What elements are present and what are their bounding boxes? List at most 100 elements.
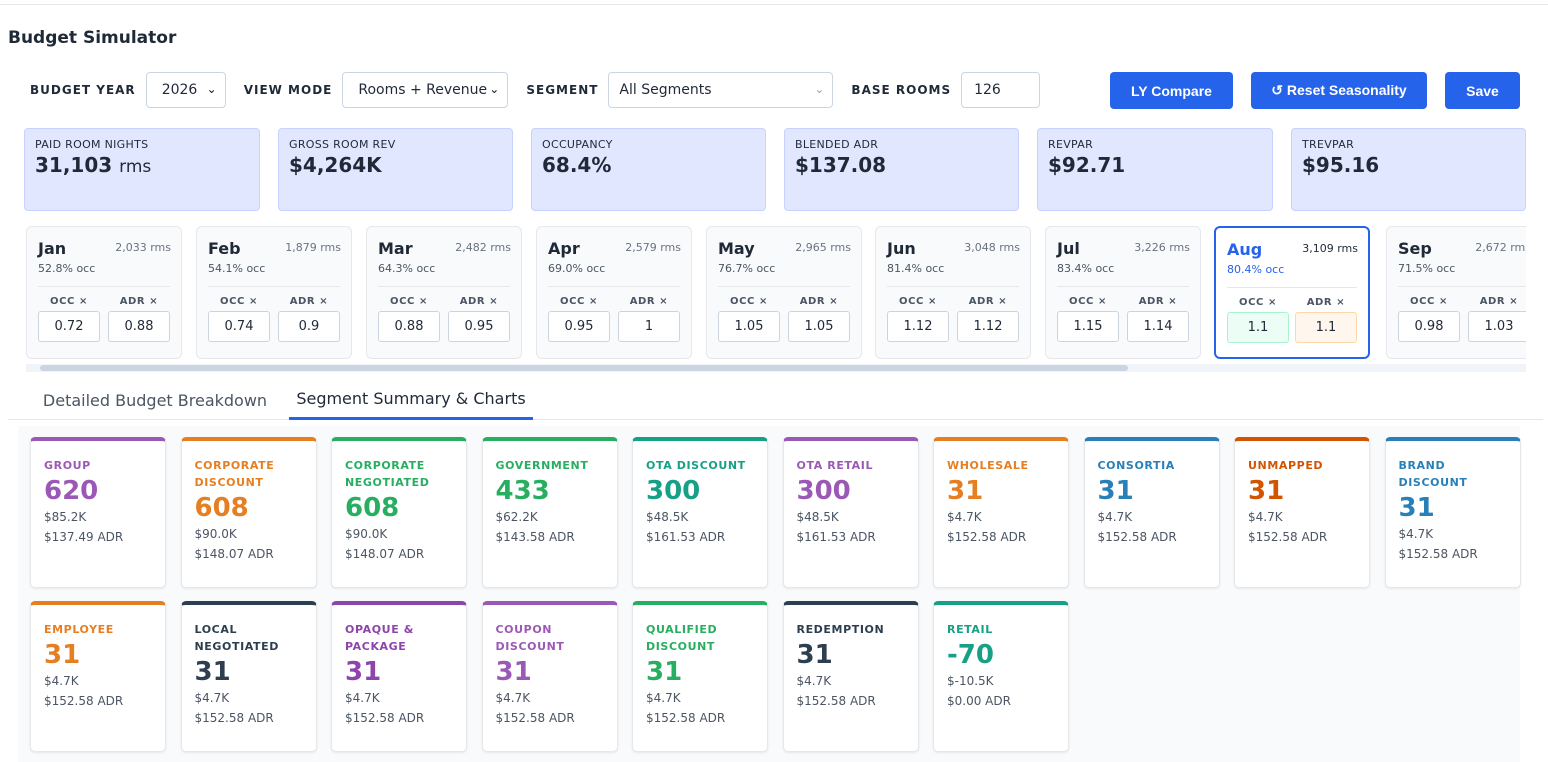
segment-adr: $148.07 ADR xyxy=(345,547,425,561)
occ-factor-input[interactable]: 0.74 xyxy=(208,311,270,342)
budget-year-select[interactable]: 2026 ⌄ xyxy=(145,72,226,108)
month-card-mar[interactable]: Mar 2,482 rms 64.3% occ OCC × 0.88 ADR × 0… xyxy=(366,226,522,359)
adr-factor-input[interactable]: 1.12 xyxy=(957,311,1019,342)
adr-factor-input[interactable]: 1.1 xyxy=(1295,312,1357,343)
horizontal-scrollbar[interactable] xyxy=(26,364,1526,372)
view-mode-label: VIEW MODE xyxy=(243,83,333,97)
adr-factor-input[interactable]: 1.03 xyxy=(1468,311,1526,342)
segment-revenue: $62.2K xyxy=(495,510,538,524)
base-rooms-input[interactable] xyxy=(961,72,1041,108)
month-rooms: 2,579 rms xyxy=(625,241,681,254)
adr-factor-input[interactable]: 1.05 xyxy=(788,311,850,342)
adr-factor: ADR × 1.03 xyxy=(1468,296,1526,342)
month-card-feb[interactable]: Feb 1,879 rms 54.1% occ OCC × 0.74 ADR × 0… xyxy=(196,226,352,359)
save-button[interactable]: Save xyxy=(1445,72,1520,109)
reset-seasonality-button[interactable]: ↺ Reset Seasonality xyxy=(1251,72,1427,109)
month-card-jul[interactable]: Jul 3,226 rms 83.4% occ OCC × 1.15 ADR × 1… xyxy=(1045,226,1201,359)
segment-adr: $0.00 ADR xyxy=(947,694,1011,708)
adr-factor-input[interactable]: 0.88 xyxy=(108,311,170,342)
segment-name: GOVERNMENT xyxy=(495,459,589,472)
occ-factor-input[interactable]: 0.98 xyxy=(1398,311,1460,342)
segment-revenue: $4.7K xyxy=(1097,510,1133,524)
segment-name: QUALIFIED DISCOUNT xyxy=(646,623,718,653)
month-rooms: 2,033 rms xyxy=(115,241,171,254)
adr-factor-label: ADR × xyxy=(799,296,839,307)
month-rooms: 3,226 rms xyxy=(1134,241,1190,254)
month-card-jan[interactable]: Jan 2,033 rms 52.8% occ OCC × 0.72 ADR × 0… xyxy=(26,226,182,359)
occ-factor-input[interactable]: 1.12 xyxy=(887,311,949,342)
month-card-aug[interactable]: Aug 3,109 rms 80.4% occ OCC × 1.1 ADR × 1.… xyxy=(1214,226,1370,359)
month-rooms: 2,672 rms xyxy=(1475,241,1526,254)
segment-room-nights: 620 xyxy=(44,476,99,506)
occ-factor-input[interactable]: 0.95 xyxy=(548,311,610,342)
base-rooms-label: BASE ROOMS xyxy=(851,83,952,97)
tab-bar: Detailed Budget Breakdown Segment Summar… xyxy=(8,380,1543,420)
kpi-label: BLENDED ADR xyxy=(795,138,879,151)
occ-factor-input[interactable]: 0.72 xyxy=(38,311,100,342)
chevron-down-icon: ⌄ xyxy=(814,82,825,96)
month-card-apr[interactable]: Apr 2,579 rms 69.0% occ OCC × 0.95 ADR × 1 xyxy=(536,226,692,359)
segment-name: OPAQUE & PACKAGE xyxy=(345,623,414,653)
occ-factor-label: OCC × xyxy=(898,296,938,307)
month-name: Jan xyxy=(38,239,67,258)
adr-factor-input[interactable]: 1.14 xyxy=(1127,311,1189,342)
view-mode-select[interactable]: Rooms + Revenue ⌄ xyxy=(342,72,509,108)
top-divider xyxy=(0,4,1548,5)
factor-row: OCC × 0.95 ADR × 1 xyxy=(548,296,680,342)
month-card-jun[interactable]: Jun 3,048 rms 81.4% occ OCC × 1.12 ADR × 1… xyxy=(875,226,1031,359)
occ-factor-label: OCC × xyxy=(1068,296,1108,307)
tab-segment-summary-charts[interactable]: Segment Summary & Charts xyxy=(289,380,533,420)
factor-row: OCC × 1.12 ADR × 1.12 xyxy=(887,296,1019,342)
controls-bar: BUDGET YEAR 2026 ⌄ VIEW MODE Rooms + Rev… xyxy=(30,72,1041,108)
divider xyxy=(1398,286,1526,287)
segment-adr: $152.58 ADR xyxy=(495,711,575,725)
occ-factor-input[interactable]: 1.15 xyxy=(1057,311,1119,342)
adr-factor-label: ADR × xyxy=(289,296,329,307)
tab-detailed-budget-breakdown[interactable]: Detailed Budget Breakdown xyxy=(42,390,268,410)
month-name: Aug xyxy=(1227,240,1263,259)
adr-factor-input[interactable]: 0.95 xyxy=(448,311,510,342)
segment-revenue: $4.7K xyxy=(796,674,832,688)
occ-factor-input[interactable]: 0.88 xyxy=(378,311,440,342)
scrollbar-thumb[interactable] xyxy=(40,365,1128,371)
factor-row: OCC × 1.1 ADR × 1.1 xyxy=(1227,297,1357,343)
months-strip[interactable]: Jan 2,033 rms 52.8% occ OCC × 0.72 ADR × 0… xyxy=(26,226,1526,372)
occ-factor-input[interactable]: 1.1 xyxy=(1227,312,1289,343)
factor-row: OCC × 0.72 ADR × 0.88 xyxy=(38,296,170,342)
factor-row: OCC × 0.74 ADR × 0.9 xyxy=(208,296,340,342)
occ-factor-input[interactable]: 1.05 xyxy=(718,311,780,342)
kpi-label: REVPAR xyxy=(1048,138,1094,151)
occ-factor: OCC × 0.88 xyxy=(378,296,440,342)
divider xyxy=(887,286,1019,287)
month-name: May xyxy=(718,239,755,258)
occ-factor: OCC × 1.1 xyxy=(1227,297,1289,343)
kpi-occupancy: OCCUPANCY 68.4% xyxy=(531,128,766,211)
month-rooms: 2,482 rms xyxy=(455,241,511,254)
adr-factor-input[interactable]: 0.9 xyxy=(278,311,340,342)
segment-adr: $137.49 ADR xyxy=(44,530,124,544)
adr-factor-label: ADR × xyxy=(1138,296,1178,307)
segment-revenue: $4.7K xyxy=(1398,527,1434,541)
segment-card: LOCAL NEGOTIATED 31 $4.7K $152.58 ADR xyxy=(180,601,317,752)
segment-card: UNMAPPED 31 $4.7K $152.58 ADR xyxy=(1234,437,1370,588)
adr-factor-label: ADR × xyxy=(1306,297,1346,308)
segment-select[interactable]: All Segments ⌄ xyxy=(608,72,834,108)
kpi-value: $137.08 xyxy=(795,153,887,177)
kpi-value: 31,103 rms xyxy=(35,153,249,177)
occ-factor-label: OCC × xyxy=(1238,297,1278,308)
adr-factor-input[interactable]: 1 xyxy=(618,311,680,342)
segment-revenue: $85.2K xyxy=(44,510,87,524)
kpi-trevpar: TREVPAR $95.16 xyxy=(1291,128,1526,211)
segment-card: GOVERNMENT 433 $62.2K $143.58 ADR xyxy=(481,437,618,588)
page-title: Budget Simulator xyxy=(8,28,177,48)
occ-factor: OCC × 1.05 xyxy=(718,296,780,342)
segment-name: GROUP xyxy=(44,459,91,472)
month-card-sep[interactable]: Sep 2,672 rms 71.5% occ OCC × 0.98 ADR × 1… xyxy=(1386,226,1526,359)
month-name: Feb xyxy=(208,239,241,258)
ly-compare-button[interactable]: LY Compare xyxy=(1110,72,1233,109)
segment-adr: $152.58 ADR xyxy=(796,694,876,708)
occ-factor: OCC × 0.95 xyxy=(548,296,610,342)
segment-room-nights: 31 xyxy=(44,640,81,670)
segment-name: OTA RETAIL xyxy=(796,459,874,472)
month-card-may[interactable]: May 2,965 rms 76.7% occ OCC × 1.05 ADR × 1… xyxy=(706,226,862,359)
